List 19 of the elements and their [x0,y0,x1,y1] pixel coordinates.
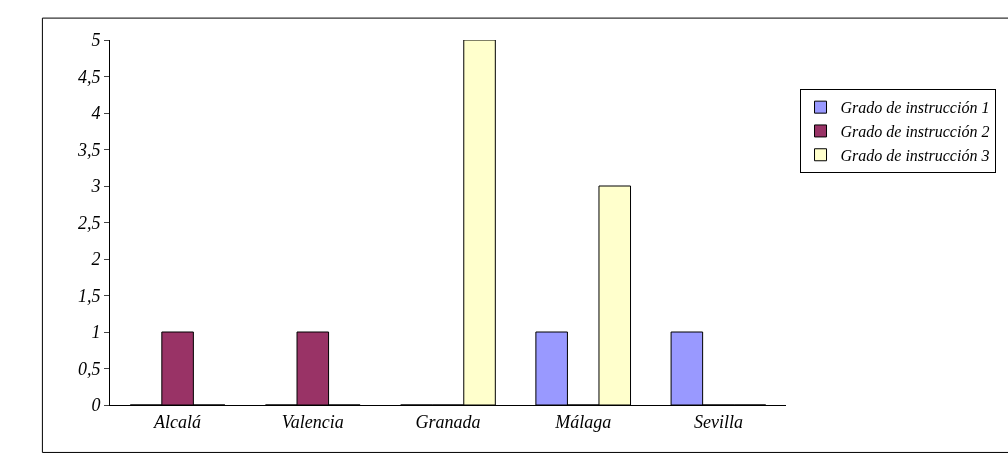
y-tick-label: 5 [91,30,101,51]
legend-label: Grado de instrucción 3 [840,146,990,164]
y-tick-label: 3,5 [76,139,101,160]
y-tick-label: 4,5 [77,66,101,87]
y-tick-label: 3 [90,176,101,197]
x-tick-label: Sevilla [693,411,743,432]
x-tick-label: Alcalá [153,411,202,432]
y-tick-label: 0,5 [77,358,101,379]
x-tick-label: Granada [415,411,481,432]
legend-label: Grado de instrucción 1 [840,99,990,117]
y-tick-label: 2,5 [77,212,101,233]
legend-label: Grado de instrucción 2 [840,123,990,141]
y-tick-label: 0 [91,395,101,416]
y-tick-label: 1,5 [77,285,101,306]
y-tick-label: 2 [91,249,101,270]
x-tick-label: Málaga [554,411,612,432]
y-tick-label: 1 [91,322,101,343]
x-tick-label: Valencia [281,411,344,432]
y-tick-label: 4 [91,103,101,124]
